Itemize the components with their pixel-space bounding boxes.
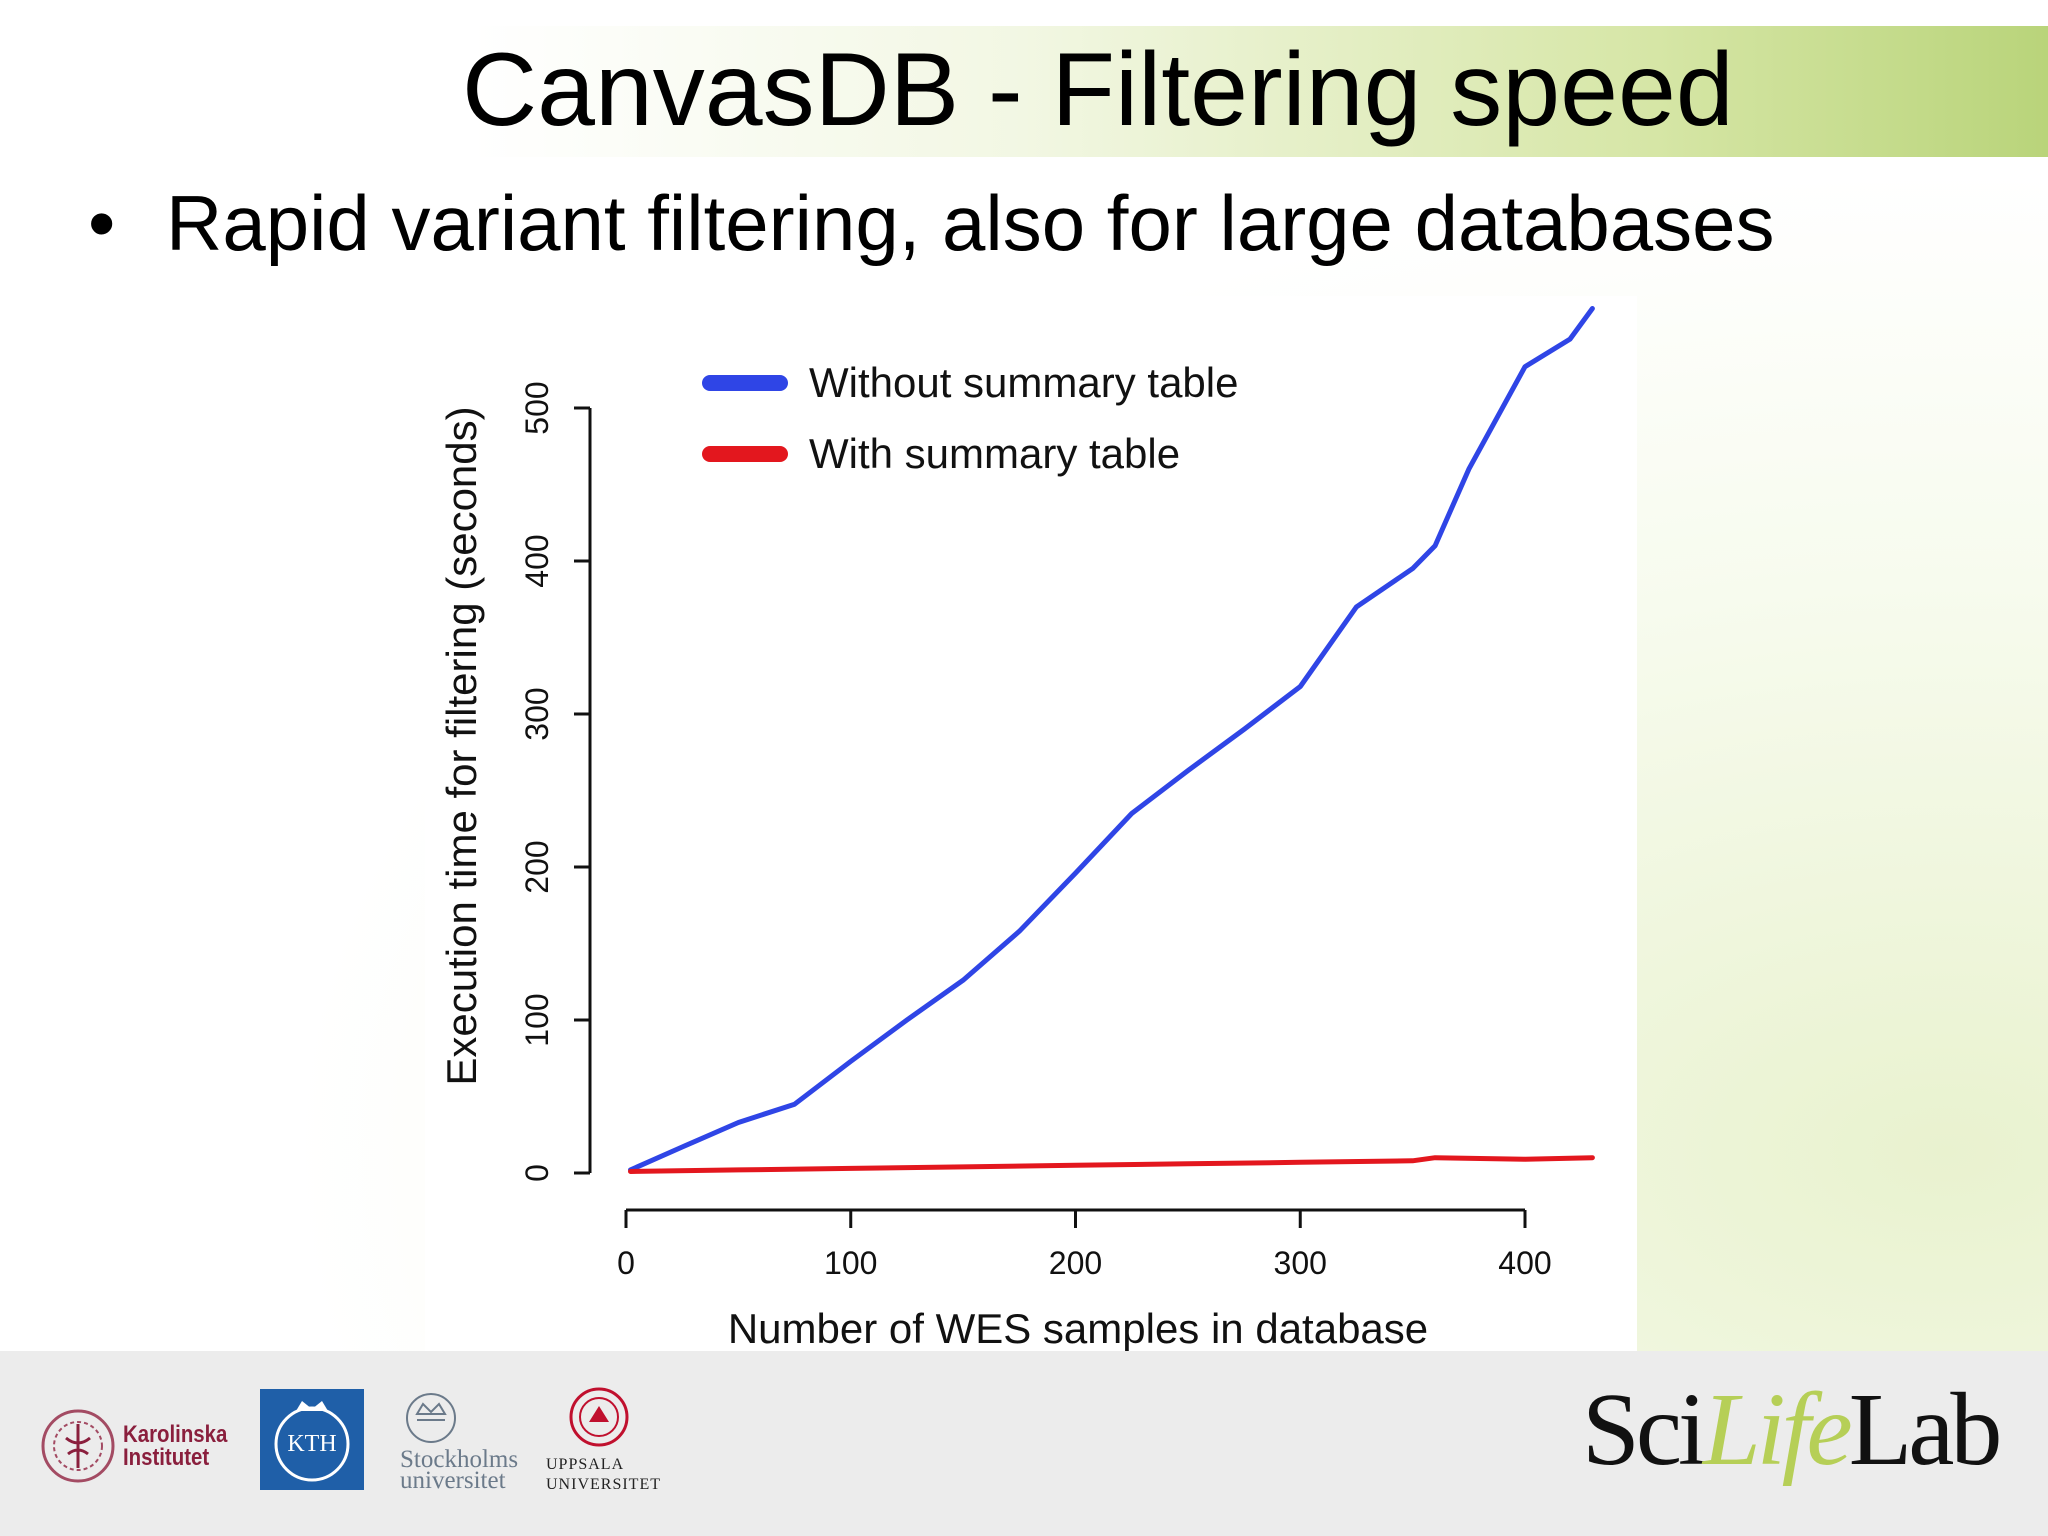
kth-crown-icon: KTH	[274, 1401, 350, 1482]
y-axis-label: Execution time for filtering (seconds)	[438, 406, 485, 1085]
y-tick-label: 300	[519, 687, 555, 740]
x-tick-label: 300	[1274, 1245, 1327, 1281]
chart-background	[425, 296, 1637, 1364]
title-band	[473, 26, 2048, 157]
chart-axes: 0 100 200 300 400 500 0 100 200 300 400	[519, 381, 1552, 1281]
chart-legend: Without summary table With summary table	[702, 359, 1238, 477]
x-tick-label: 100	[824, 1245, 877, 1281]
uppsala-logo-text: UPPSALA UNIVERSITET	[546, 1456, 661, 1493]
stockholm-logo-text: Stockholms universitet	[400, 1446, 519, 1494]
kth-logo: KTH	[260, 1389, 364, 1490]
y-tick-label: 400	[519, 534, 555, 587]
y-tick-label: 100	[519, 993, 555, 1046]
legend-label-2: With summary table	[809, 430, 1180, 477]
uppsala-seal-icon	[569, 1387, 629, 1447]
series-line-1	[628, 306, 1595, 1173]
karolinska-seal-icon	[41, 1409, 115, 1483]
y-tick-label: 500	[519, 381, 555, 434]
scilifelab-logo-sci: Sci	[1582, 1372, 1707, 1487]
chart-lines	[628, 306, 1595, 1174]
scilifelab-logo-lab: Lab	[1848, 1372, 2003, 1487]
stockholm-crown-icon	[406, 1393, 456, 1443]
bullet-text: Rapid variant filtering, also for large …	[166, 179, 1775, 267]
scilifelab-logo: SciLifeLab	[1582, 1370, 2003, 1490]
x-tick-label: 200	[1049, 1245, 1102, 1281]
bullet-point: • Rapid variant filtering, also for large…	[88, 178, 1775, 268]
svg-text:KTH: KTH	[287, 1431, 336, 1457]
karolinska-logo-text: Karolinska Institutet	[123, 1421, 228, 1471]
scilifelab-logo-life: Life	[1702, 1372, 1853, 1487]
x-tick-label: 400	[1498, 1245, 1551, 1281]
y-tick-label: 200	[519, 840, 555, 893]
series-line-2	[628, 1155, 1595, 1174]
legend-label-1: Without summary table	[809, 359, 1238, 406]
y-tick-label: 0	[519, 1164, 555, 1182]
slide-title: CanvasDB - Filtering speed	[462, 32, 1734, 148]
x-tick-label: 0	[617, 1245, 635, 1281]
x-axis-label: Number of WES samples in database	[728, 1305, 1428, 1352]
bullet-dot: •	[88, 179, 116, 267]
